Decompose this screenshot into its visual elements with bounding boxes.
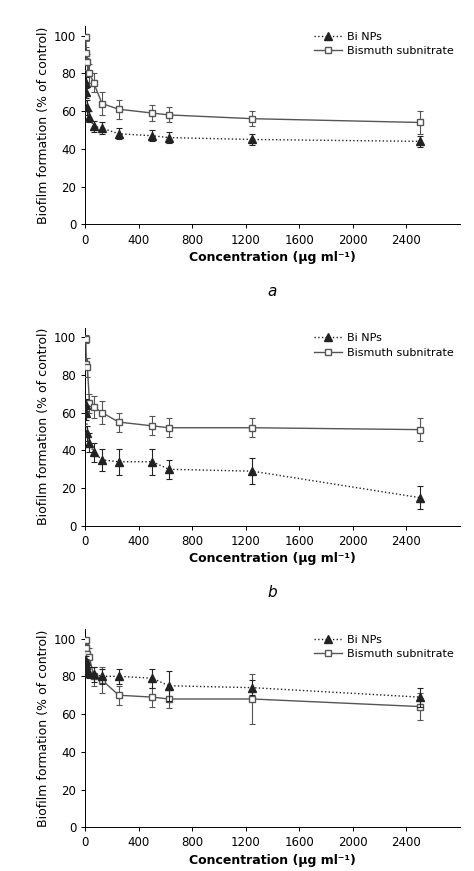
Y-axis label: Biofilm formation (% of control): Biofilm formation (% of control) bbox=[37, 328, 50, 525]
X-axis label: Concentration (μg ml⁻¹): Concentration (μg ml⁻¹) bbox=[189, 251, 356, 264]
Text: a: a bbox=[268, 284, 277, 299]
Legend: Bi NPs, Bismuth subnitrate: Bi NPs, Bismuth subnitrate bbox=[314, 635, 454, 659]
X-axis label: Concentration (μg ml⁻¹): Concentration (μg ml⁻¹) bbox=[189, 854, 356, 867]
Legend: Bi NPs, Bismuth subnitrate: Bi NPs, Bismuth subnitrate bbox=[314, 334, 454, 358]
Text: b: b bbox=[268, 585, 277, 600]
X-axis label: Concentration (μg ml⁻¹): Concentration (μg ml⁻¹) bbox=[189, 552, 356, 565]
Y-axis label: Biofilm formation (% of control): Biofilm formation (% of control) bbox=[37, 27, 50, 224]
Legend: Bi NPs, Bismuth subnitrate: Bi NPs, Bismuth subnitrate bbox=[314, 31, 454, 56]
Y-axis label: Biofilm formation (% of control): Biofilm formation (% of control) bbox=[37, 630, 50, 827]
